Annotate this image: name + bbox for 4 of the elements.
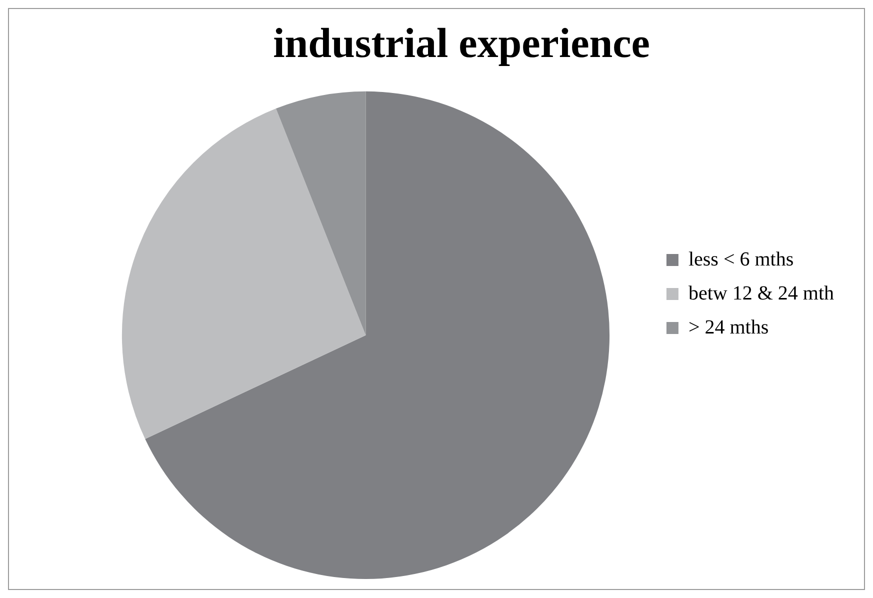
chart-title: industrial experience — [273, 21, 650, 68]
legend-label: > 24 mths — [688, 316, 769, 338]
legend-label: less < 6 mths — [688, 248, 794, 270]
legend-label: betw 12 & 24 mth — [688, 282, 834, 304]
